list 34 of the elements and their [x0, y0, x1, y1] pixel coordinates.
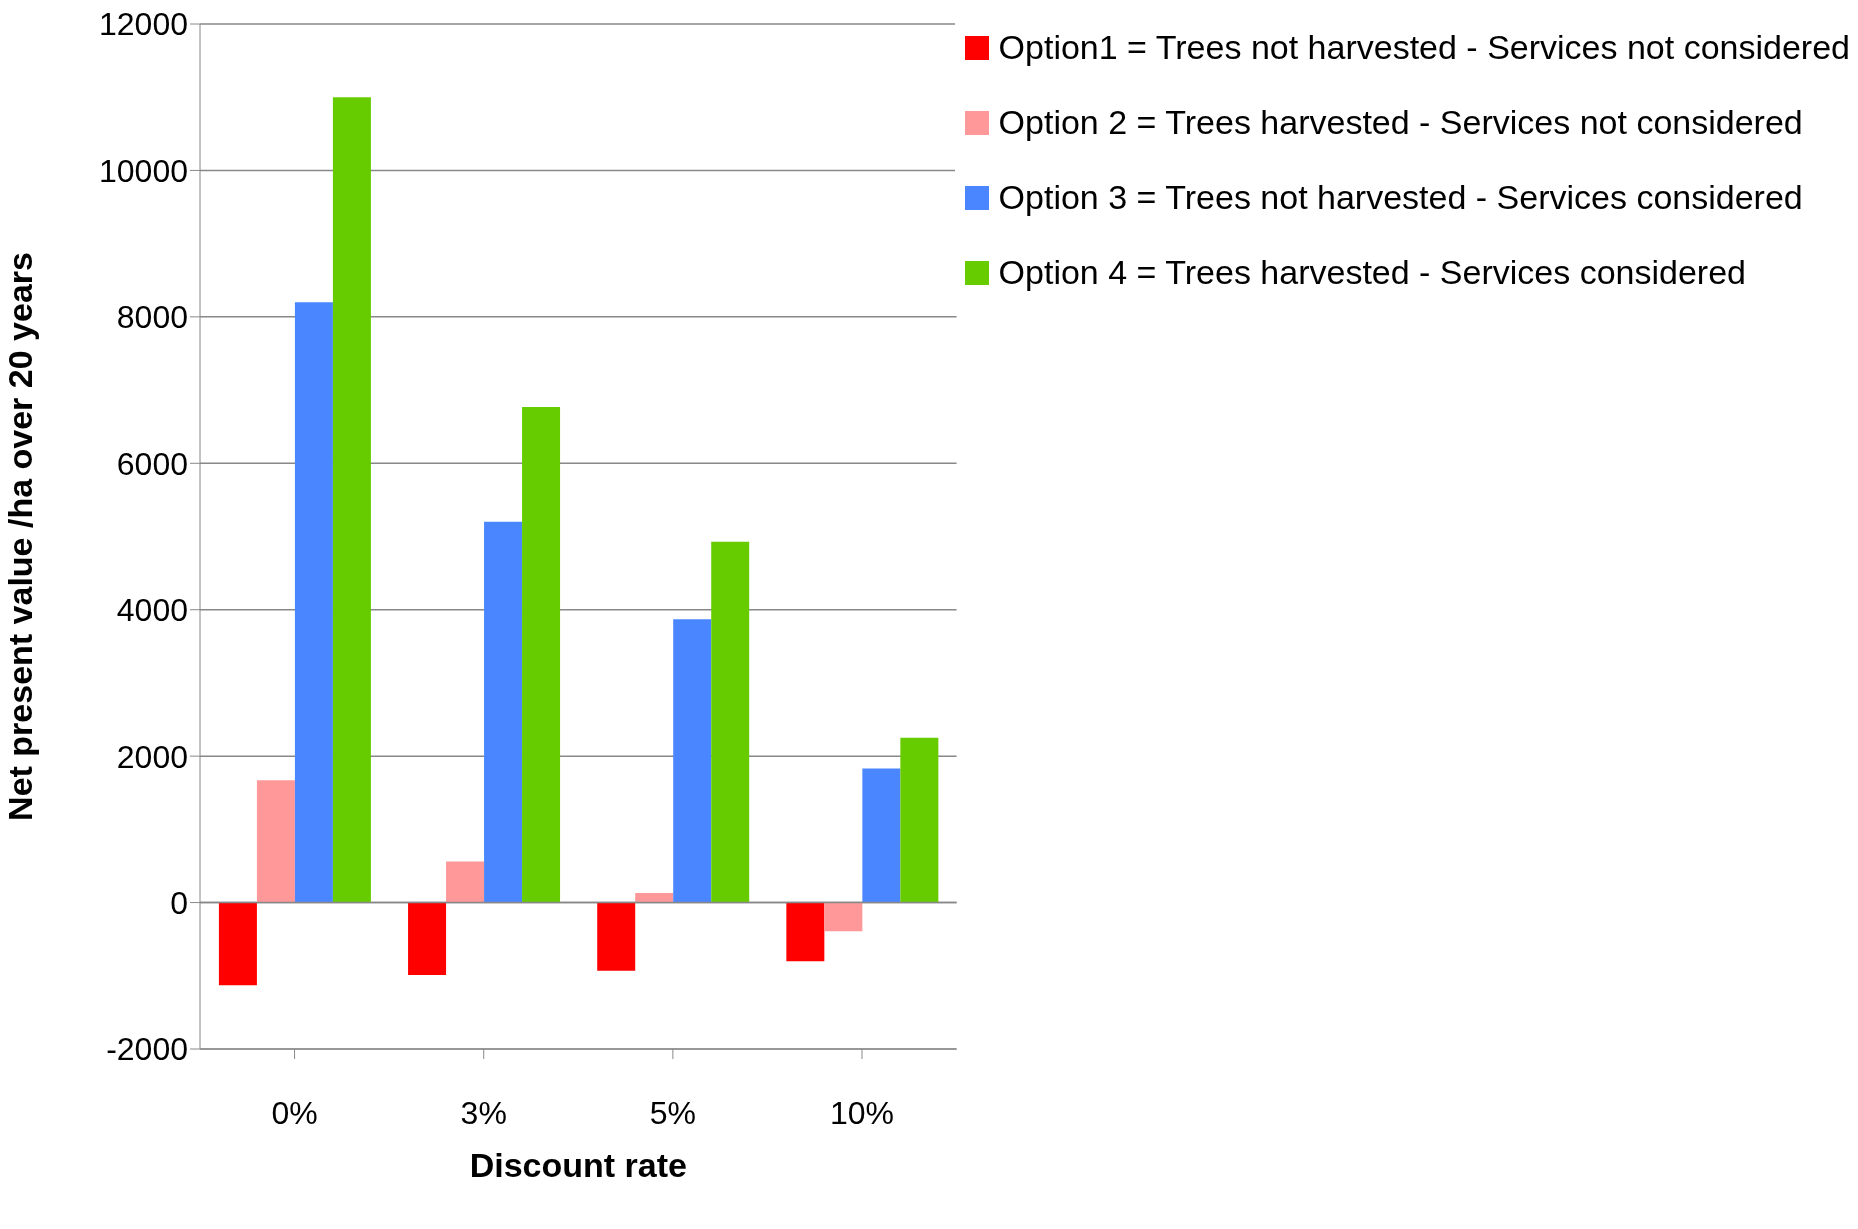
x-tick-label: 5% — [649, 1094, 696, 1131]
y-axis-title: Net present value /ha over 20 years — [1, 252, 40, 821]
bar — [294, 302, 333, 903]
y-tick-label: 4000 — [116, 592, 188, 629]
bar — [824, 902, 863, 932]
legend-label: Option 2 = Trees harvested - Services not considered — [998, 102, 1803, 143]
bar — [635, 893, 674, 903]
y-tick-label: 12000 — [99, 6, 188, 43]
bar — [446, 861, 485, 903]
y-tick-label: 0 — [170, 884, 188, 921]
x-tick-label: 0% — [271, 1094, 318, 1131]
x-tick-label: 3% — [460, 1094, 507, 1131]
bar — [673, 619, 712, 903]
x-axis-title: Discount rate — [469, 1146, 687, 1184]
legend-label: Option 4 = Trees harvested - Services considered — [998, 252, 1747, 293]
bar — [218, 902, 257, 986]
bar — [484, 521, 523, 903]
y-tick-label: 10000 — [99, 152, 188, 189]
bar — [711, 541, 750, 903]
bar — [597, 902, 636, 971]
bar — [256, 780, 295, 903]
bar — [408, 902, 447, 976]
legend-label: Option1 = Trees not harvested - Services not considered — [998, 27, 1850, 68]
bar — [862, 768, 901, 903]
bar — [786, 902, 825, 962]
bar — [900, 737, 939, 903]
y-tick-label: 8000 — [116, 299, 188, 336]
bar — [522, 406, 561, 903]
y-tick-label: 2000 — [116, 738, 188, 775]
x-tick-label: 10% — [829, 1094, 895, 1131]
y-tick-label: 6000 — [116, 445, 188, 482]
legend-label: Option 3 = Trees not harvested - Services considered — [998, 177, 1803, 218]
y-tick-label: -2000 — [106, 1031, 188, 1068]
bar — [332, 97, 371, 903]
